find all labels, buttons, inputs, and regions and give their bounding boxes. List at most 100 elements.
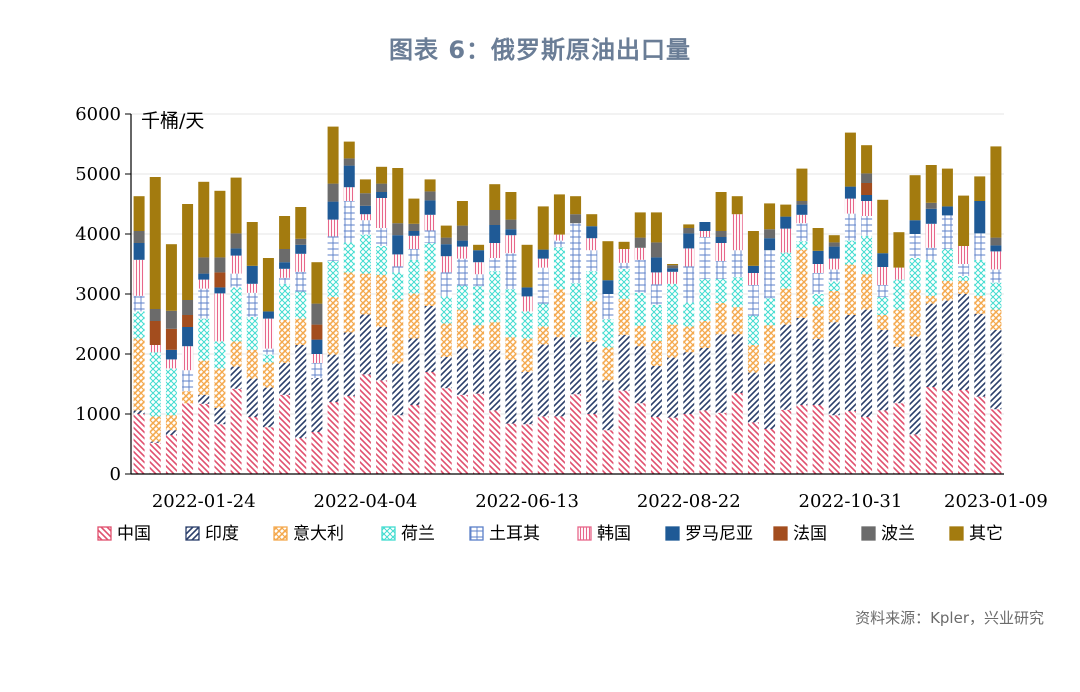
bar-segment (133, 414, 145, 474)
bar-segment (877, 330, 889, 411)
bar-segment (958, 390, 970, 474)
bar-stack (634, 212, 646, 474)
bar-stack (812, 228, 824, 474)
bar-segment (343, 242, 355, 273)
bar-stack (553, 194, 565, 474)
bar-segment (521, 338, 533, 372)
legend-item: 韩国 (577, 524, 631, 544)
bar-segment (473, 286, 485, 326)
legend-item: 波兰 (861, 524, 915, 544)
bar-segment (990, 146, 1002, 238)
bar-segment (440, 244, 452, 257)
bar-segment (295, 438, 307, 474)
bar-segment (440, 388, 452, 474)
bar-segment (343, 272, 355, 333)
bar-segment (182, 315, 194, 327)
bar-segment (214, 190, 226, 258)
bar-segment (149, 321, 161, 345)
bar-segment (133, 259, 145, 296)
bar-segment (828, 242, 840, 247)
bar-segment (133, 295, 145, 312)
bar-segment (182, 403, 194, 474)
x-axis: 2022-01-24 2022-04-04 2022-06-13 2022-08-22… (131, 473, 1048, 512)
bar-segment (408, 235, 420, 249)
bar-segment (715, 243, 727, 261)
bar-segment (780, 216, 792, 229)
bar-segment (165, 368, 177, 416)
bar-segment (764, 298, 776, 326)
bar-stack (376, 166, 388, 474)
bar-segment (246, 292, 258, 317)
bar-segment (861, 183, 873, 195)
bar-segment (958, 264, 970, 276)
bar-segment (699, 321, 711, 348)
bar-segment (925, 165, 937, 203)
bar-segment (456, 246, 468, 259)
bar-segment (990, 282, 1002, 310)
bar-segment (262, 354, 274, 363)
bar-segment (893, 346, 905, 404)
bar-segment (828, 235, 840, 243)
chart-title: 图表 6：俄罗斯原油出口量 (388, 36, 692, 64)
bar-segment (618, 241, 630, 249)
bar-segment (618, 298, 630, 335)
bar-segment (941, 215, 953, 249)
bar-segment (165, 415, 177, 431)
bar-segment (473, 393, 485, 474)
bar-segment (667, 268, 679, 272)
bar-segment (812, 264, 824, 273)
bar-stack (489, 184, 501, 474)
bar-segment (149, 345, 161, 353)
bar-segment (456, 348, 468, 395)
bar-segment (295, 318, 307, 345)
bar-segment (198, 403, 210, 474)
bar-segment (165, 244, 177, 311)
bar-segment (844, 240, 856, 265)
bar-stack (424, 179, 436, 474)
bar-segment (780, 324, 792, 410)
bar-segment (473, 250, 485, 263)
legend-label: 印度 (205, 524, 239, 544)
bar-segment (699, 237, 711, 279)
bar-segment (634, 325, 646, 347)
bar-segment (376, 274, 388, 327)
bar-segment (877, 267, 889, 285)
bar-segment (586, 238, 598, 251)
bar-segment (618, 334, 630, 391)
bar-segment (861, 216, 873, 236)
bar-segment (699, 410, 711, 474)
bar-segment (149, 442, 161, 474)
bar-segment (925, 303, 937, 387)
bar-stack (149, 177, 161, 474)
bar-stack (246, 222, 258, 474)
bar-segment (602, 280, 614, 294)
bar-segment (537, 258, 549, 268)
bar-segment (133, 410, 145, 414)
bar-segment (376, 183, 388, 192)
bar-stack (537, 206, 549, 474)
legend-label: 罗马尼亚 (685, 524, 753, 544)
bar-segment (877, 253, 889, 267)
bar-segment (731, 250, 743, 278)
bar-segment (359, 220, 371, 235)
bar-segment (844, 264, 856, 315)
bar-segment (424, 191, 436, 201)
bar-segment (505, 229, 517, 236)
bar-segment (747, 422, 759, 474)
bar-segment (958, 276, 970, 281)
bar-segment (553, 247, 565, 290)
source-note: 资料来源：Kpler，兴业研究 (855, 609, 1044, 627)
bar-segment (812, 250, 824, 264)
bar-segment (861, 417, 873, 474)
bar-segment (376, 198, 388, 228)
bar-segment (796, 318, 808, 405)
legend-item: 罗马尼亚 (665, 524, 753, 544)
bar-segment (715, 279, 727, 303)
bar-segment (828, 269, 840, 282)
bar-segment (553, 337, 565, 417)
bar-segment (650, 257, 662, 273)
bar-segment (230, 273, 242, 288)
bar-segment (812, 228, 824, 251)
bar-segment (570, 394, 582, 474)
bar-segment (941, 249, 953, 281)
